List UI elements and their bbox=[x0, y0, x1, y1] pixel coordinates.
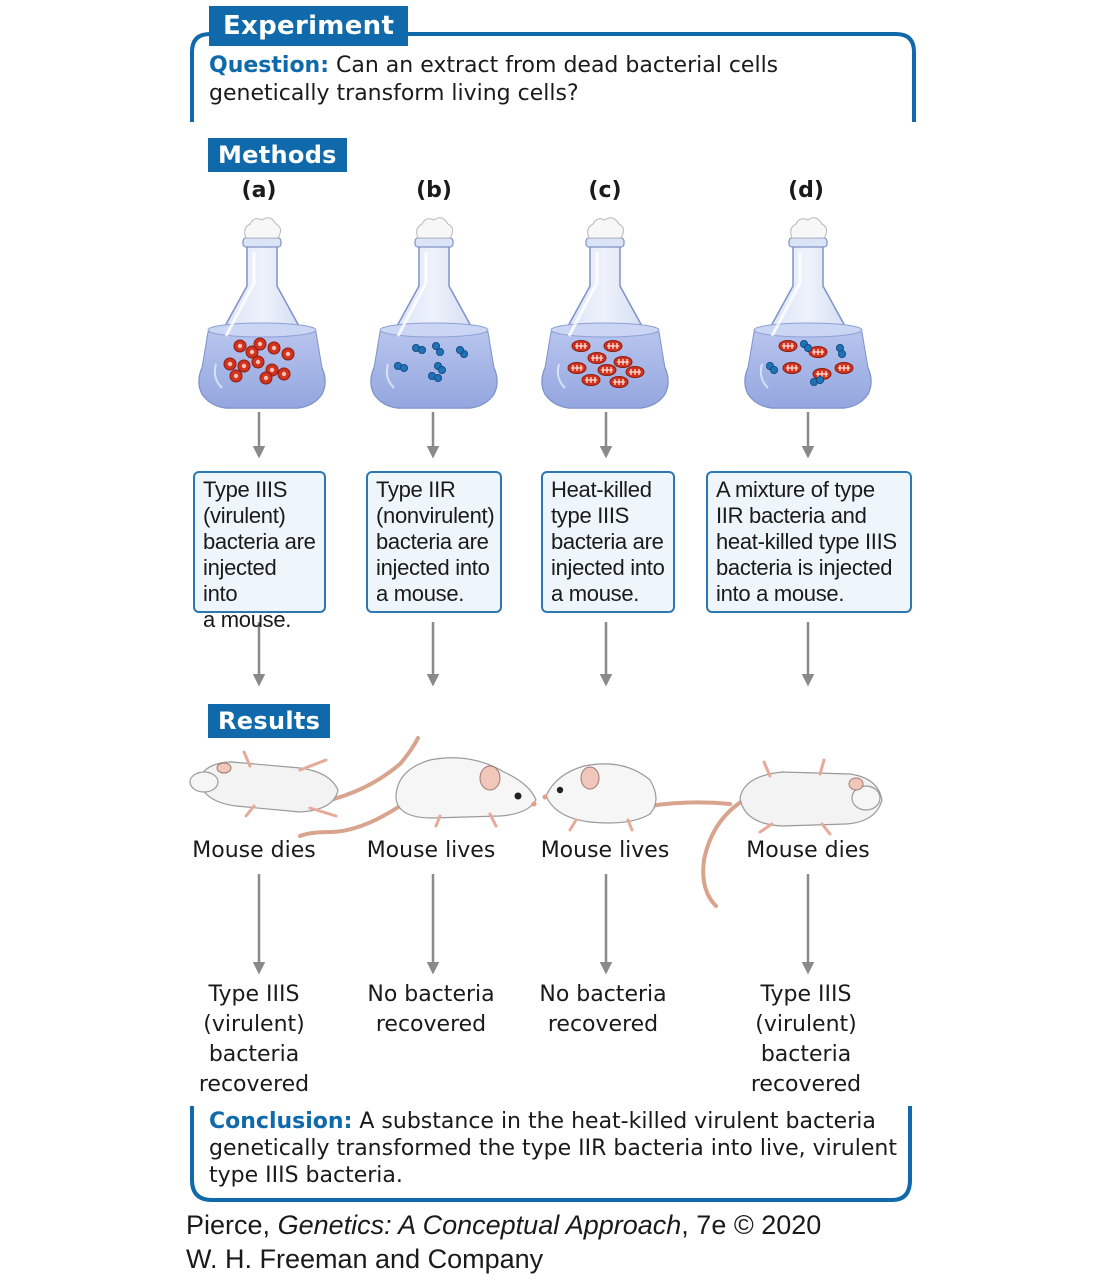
mouse-b-illustration bbox=[298, 757, 537, 838]
credit-book-title: Genetics: A Conceptual Approach bbox=[277, 1210, 682, 1240]
recovered-line: bacteria bbox=[208, 1042, 300, 1067]
description-line: bacteria are bbox=[376, 529, 489, 554]
methods-tag: Methods bbox=[208, 138, 347, 172]
description-line: into a mouse. bbox=[716, 581, 845, 606]
recovered-line: recovered bbox=[198, 1072, 310, 1097]
recovered-line: No bacteria bbox=[367, 982, 495, 1007]
question-block: Question: Can an extract from dead bacte… bbox=[209, 52, 899, 108]
description-line: (virulent) bbox=[203, 503, 286, 528]
recovered-d: Type IIIS (virulent) bacteria recovered bbox=[706, 980, 906, 1100]
question-label: Question: bbox=[209, 53, 330, 78]
description-line: heat-killed type IIIS bbox=[716, 529, 897, 554]
recovered-line: recovered bbox=[547, 1012, 659, 1037]
description-line: A mixture of type bbox=[716, 477, 875, 502]
credit-line-1: Pierce, Genetics: A Conceptual Approach,… bbox=[186, 1210, 821, 1241]
outcome-b: Mouse lives bbox=[366, 838, 496, 863]
description-line: bacteria are bbox=[551, 529, 664, 554]
panel-label-a: (a) bbox=[241, 178, 277, 203]
outcome-a: Mouse dies bbox=[192, 838, 316, 863]
conclusion-frame bbox=[190, 1106, 912, 1202]
recovered-line: Type IIIS bbox=[760, 982, 852, 1007]
recovered-line: (virulent) bbox=[203, 1012, 305, 1037]
recovered-line: recovered bbox=[750, 1072, 862, 1097]
panel-label-d: (d) bbox=[788, 178, 824, 203]
arrows-layer bbox=[252, 412, 815, 975]
description-box-a: Type IIIS (virulent) bacteria are inject… bbox=[193, 471, 326, 632]
description-box-b: Type IIR (nonvirulent) bacteria are inje… bbox=[366, 471, 502, 613]
recovered-line: (virulent) bbox=[755, 1012, 857, 1037]
mouse-a-illustration bbox=[189, 736, 420, 818]
experiment-tag: Experiment bbox=[209, 6, 409, 46]
mouse-d-illustration bbox=[701, 758, 883, 908]
recovered-line: Type IIIS bbox=[208, 982, 300, 1007]
outcome-d: Mouse dies bbox=[746, 838, 870, 863]
description-line: a mouse. bbox=[203, 607, 292, 632]
credit-edition: , 7e © 2020 bbox=[681, 1210, 822, 1240]
recovered-c: No bacteria recovered bbox=[503, 980, 703, 1040]
credit-author: Pierce, bbox=[186, 1210, 271, 1240]
description-line: bacteria is injected bbox=[716, 555, 893, 580]
description-line: injected into bbox=[376, 555, 490, 580]
recovered-a: Type IIIS (virulent) bacteria recovered bbox=[154, 980, 354, 1100]
description-line: IIR bacteria and bbox=[716, 503, 867, 528]
recovered-line: recovered bbox=[375, 1012, 487, 1037]
conclusion-label: Conclusion: bbox=[209, 1109, 353, 1134]
description-line: injected into bbox=[203, 555, 277, 606]
mice-layer bbox=[189, 736, 883, 908]
recovered-line: No bacteria bbox=[539, 982, 667, 1007]
description-box-d: A mixture of type IIR bacteria and heat-… bbox=[706, 471, 912, 613]
credit-publisher: W. H. Freeman and Company bbox=[186, 1244, 544, 1274]
panel-label-c: (c) bbox=[588, 178, 622, 203]
panel-label-b: (b) bbox=[416, 178, 452, 203]
description-line: injected into bbox=[551, 555, 665, 580]
conclusion-block: Conclusion: A substance in the heat-kill… bbox=[209, 1108, 899, 1189]
conclusion-text: A substance in the heat-killed virulent … bbox=[209, 1109, 897, 1188]
description-line: a mouse. bbox=[551, 581, 640, 606]
recovered-line: bacteria bbox=[760, 1042, 852, 1067]
mouse-c-illustration bbox=[542, 763, 732, 832]
outcome-c: Mouse lives bbox=[540, 838, 670, 863]
description-line: bacteria are bbox=[203, 529, 316, 554]
question-text: Can an extract from dead bacterial cells… bbox=[209, 53, 779, 106]
description-line: type IIIS bbox=[551, 503, 630, 528]
results-tag: Results bbox=[208, 704, 331, 738]
description-line: a mouse. bbox=[376, 581, 465, 606]
description-line: Heat-killed bbox=[551, 477, 652, 502]
description-line: (nonvirulent) bbox=[376, 503, 495, 528]
recovered-b: No bacteria recovered bbox=[331, 980, 531, 1040]
description-line: Type IIR bbox=[376, 477, 456, 502]
description-line: Type IIIS bbox=[203, 477, 288, 502]
question-frame bbox=[190, 32, 916, 122]
description-box-c: Heat-killed type IIIS bacteria are injec… bbox=[541, 471, 675, 613]
